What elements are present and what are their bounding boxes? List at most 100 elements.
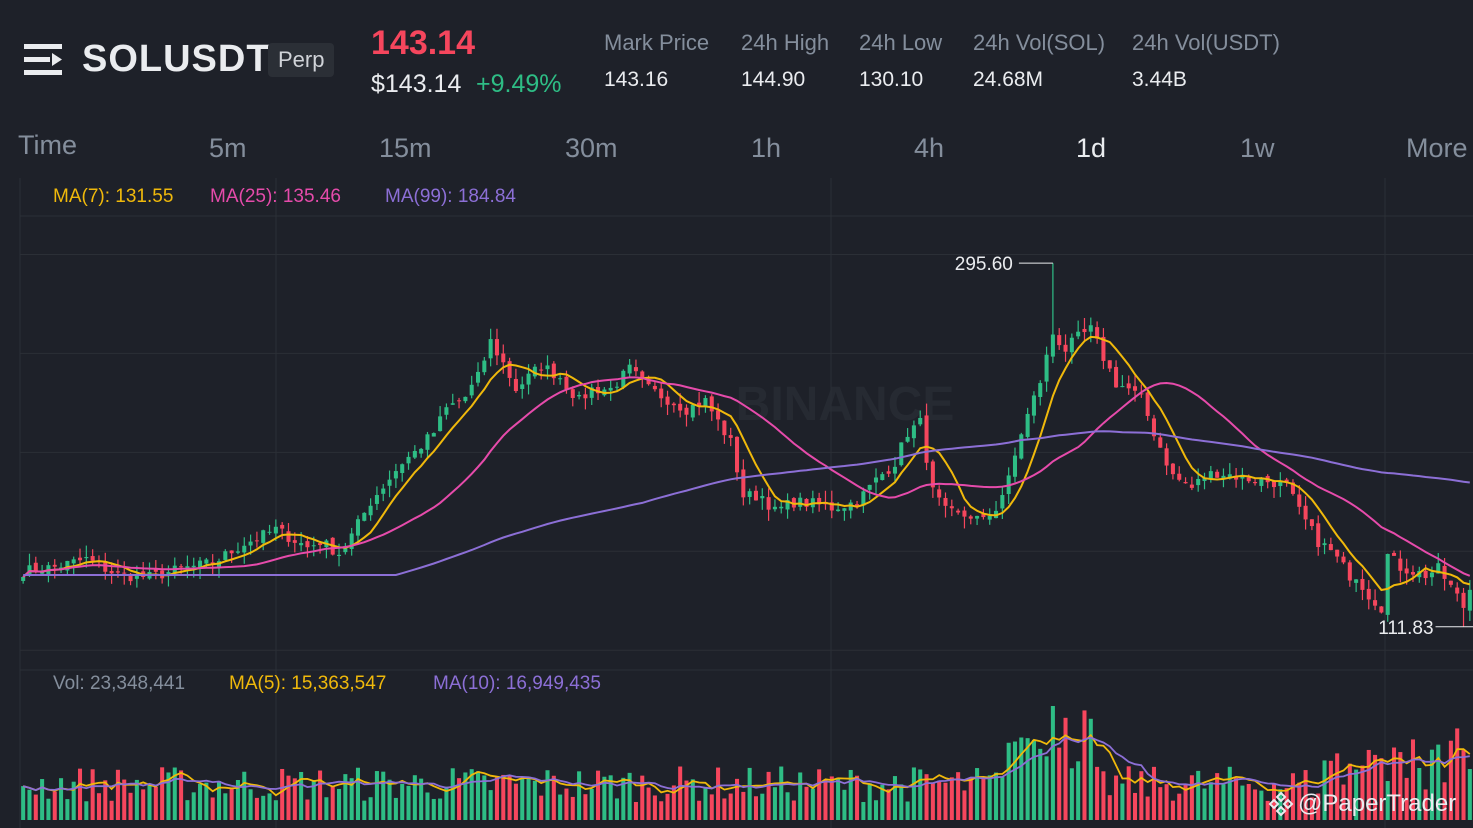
menu-icon[interactable]: [24, 42, 64, 78]
volume-bar: [1328, 760, 1333, 820]
tab-1h[interactable]: 1h: [751, 133, 782, 163]
volume-bar: [1341, 784, 1346, 820]
volume-bar: [855, 775, 860, 820]
candle-body: [779, 506, 784, 509]
candle-body: [873, 477, 879, 483]
candle-body: [337, 554, 342, 556]
candle-body: [829, 502, 834, 511]
volume-bar: [753, 796, 758, 820]
candle-body: [1284, 479, 1289, 483]
tab-5m[interactable]: 5m: [209, 133, 247, 163]
candle-body: [1328, 544, 1333, 551]
volume-bar: [109, 800, 114, 820]
tab-15m[interactable]: 15m: [379, 133, 432, 163]
volume-bar: [671, 785, 676, 820]
symbol-title[interactable]: SOLUSDT: [82, 38, 271, 80]
volume-bar: [343, 774, 348, 820]
candle-body: [981, 514, 986, 518]
candle-body: [1107, 360, 1112, 369]
tab-1d[interactable]: 1d: [1076, 133, 1107, 163]
volume-bar: [652, 795, 657, 820]
volume-bar: [318, 770, 323, 820]
tab-1w[interactable]: 1w: [1240, 133, 1275, 163]
candle-body: [267, 531, 272, 533]
volume-bar: [1246, 784, 1251, 820]
candle-body: [1309, 519, 1314, 527]
candle-body: [311, 545, 316, 547]
candle-body: [836, 509, 841, 512]
stat-label: 24h High: [741, 30, 830, 55]
candle-body: [690, 404, 695, 418]
candle-body: [374, 495, 379, 504]
volume-bar: [1284, 788, 1289, 820]
candle-body: [463, 396, 468, 402]
volume-bar: [741, 791, 746, 820]
candle-body: [393, 471, 398, 479]
candle-body: [1385, 553, 1390, 615]
volume-bar: [507, 775, 512, 820]
volume-bar: [911, 767, 916, 820]
candle-body: [1373, 600, 1378, 606]
candle-body: [766, 497, 771, 510]
candle-body: [1227, 474, 1232, 479]
candle-body: [551, 363, 556, 379]
volume-bar: [804, 786, 809, 820]
volume-bar: [1417, 767, 1422, 820]
volume-bar: [134, 779, 139, 820]
candle-body: [1196, 478, 1201, 486]
volume-bar: [425, 792, 430, 820]
volume-bar: [930, 783, 935, 820]
candle-body: [1278, 480, 1283, 487]
volume-bar: [1309, 797, 1314, 820]
candle-body: [918, 417, 923, 425]
candle-body: [1202, 477, 1207, 481]
volume-bar: [602, 776, 607, 820]
candle-body: [191, 565, 196, 568]
candle-body: [899, 442, 904, 466]
volume-bar: [191, 792, 196, 820]
volume-bar: [305, 799, 310, 820]
candle-body: [501, 353, 506, 363]
volume-bar: [539, 795, 544, 820]
candle-body: [735, 436, 740, 473]
candle-body: [134, 574, 139, 579]
ticker-header: SOLUSDT Perp 143.14 $143.14 +9.49% Mark …: [0, 0, 1473, 110]
volume-bars: [21, 706, 1472, 820]
volume-bar: [210, 797, 215, 820]
tab-4h[interactable]: 4h: [914, 133, 945, 163]
volume-bar: [393, 797, 398, 820]
volume-bar: [1360, 765, 1365, 820]
volume-bar: [570, 796, 575, 820]
legend-vol-ma5: MA(5): 15,363,547: [229, 673, 387, 694]
volume-bar: [1158, 787, 1163, 820]
volume-bar: [899, 784, 904, 820]
volume-bar: [103, 780, 108, 820]
volume-bar: [1114, 775, 1119, 820]
volume-bar: [198, 783, 203, 820]
candle-body: [570, 389, 575, 398]
volume-bar: [1442, 782, 1447, 820]
candle-body: [772, 506, 777, 510]
candle-body: [482, 360, 487, 373]
candle-body: [880, 474, 885, 481]
tab-30m[interactable]: 30m: [565, 133, 618, 163]
candle-body: [469, 384, 474, 396]
volume-bar: [975, 768, 980, 820]
candle-body: [539, 369, 544, 371]
candle-body: [1044, 354, 1049, 382]
candle-body: [1019, 434, 1024, 459]
tab-time[interactable]: Time: [18, 130, 77, 160]
candle-body: [286, 531, 291, 542]
candle-body: [722, 420, 727, 436]
candle-body: [1177, 473, 1182, 480]
binance-watermark: BINANCE: [736, 378, 955, 431]
volume-bar: [994, 772, 999, 820]
volume-bar: [1107, 795, 1112, 820]
volume-bar: [678, 766, 683, 820]
candle-body: [1234, 476, 1239, 480]
volume-bar: [798, 772, 803, 820]
candle-body: [577, 395, 582, 397]
tab-more[interactable]: More: [1406, 133, 1468, 163]
volume-bar: [829, 776, 834, 820]
